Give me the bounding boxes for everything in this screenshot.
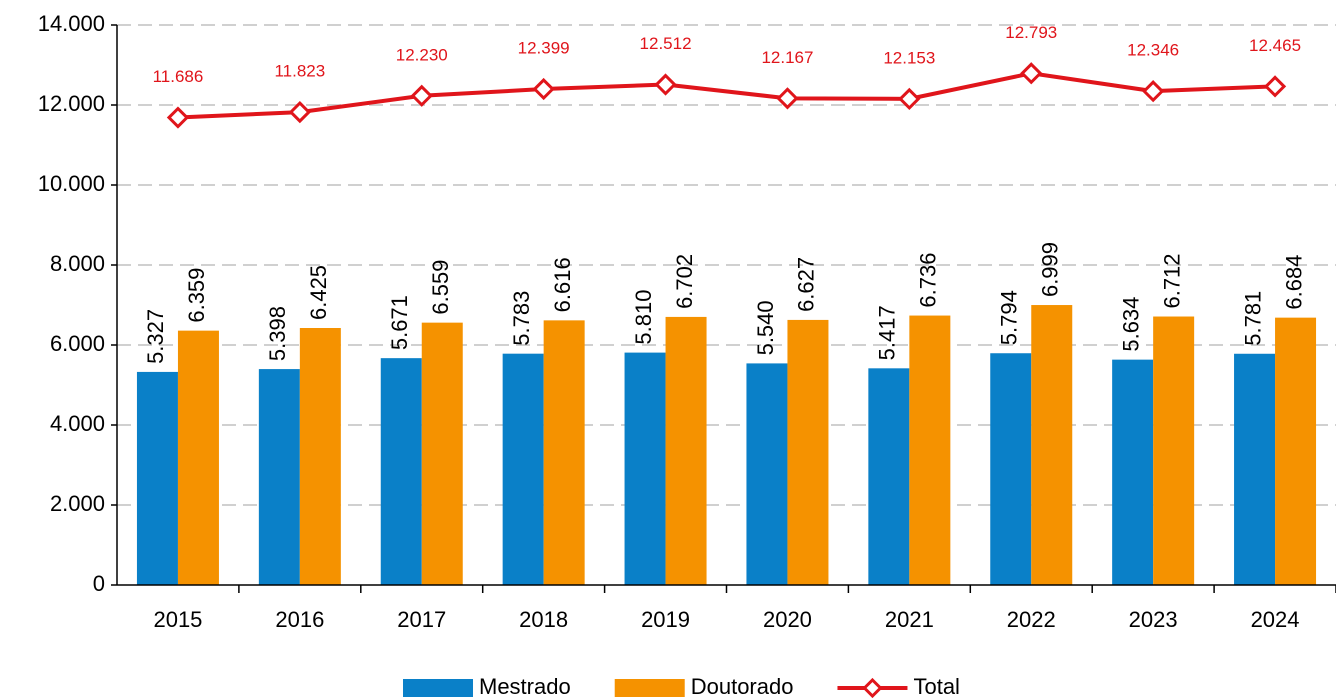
line-marker bbox=[898, 87, 921, 111]
bar bbox=[543, 320, 585, 585]
line-marker bbox=[532, 77, 555, 101]
bar bbox=[787, 319, 829, 585]
bar bbox=[990, 353, 1032, 585]
bar-value-label: 5.634 bbox=[1118, 297, 1143, 352]
line-value-label: 11.823 bbox=[274, 62, 325, 81]
y-tick-label: 2.000 bbox=[50, 491, 105, 516]
x-tick-label: 2023 bbox=[1129, 607, 1178, 632]
x-tick-label: 2016 bbox=[275, 607, 324, 632]
line-value-label: 12.512 bbox=[640, 34, 692, 53]
bar-value-label: 5.794 bbox=[997, 290, 1022, 345]
line-value-label: 12.399 bbox=[518, 39, 570, 58]
line-marker bbox=[1020, 62, 1043, 85]
line-value-label: 12.465 bbox=[1249, 36, 1301, 55]
bar bbox=[136, 371, 178, 585]
x-tick-label: 2024 bbox=[1251, 607, 1300, 632]
x-tick-label: 2018 bbox=[519, 607, 568, 632]
bar bbox=[177, 330, 219, 585]
legend-marker bbox=[862, 677, 883, 699]
line-value-label: 12.230 bbox=[396, 45, 448, 64]
legend-label: Total bbox=[913, 674, 959, 699]
bar-value-label: 5.327 bbox=[143, 309, 168, 364]
x-tick-label: 2019 bbox=[641, 607, 690, 632]
bar-value-label: 5.810 bbox=[631, 290, 656, 345]
bar-value-label: 6.999 bbox=[1038, 242, 1063, 297]
y-tick-label: 4.000 bbox=[50, 411, 105, 436]
line-marker bbox=[1142, 80, 1165, 103]
bar-value-label: 5.398 bbox=[265, 306, 290, 361]
bar bbox=[665, 316, 707, 585]
bar bbox=[624, 352, 666, 585]
bar bbox=[746, 363, 788, 585]
line-marker bbox=[654, 73, 677, 96]
x-tick-label: 2021 bbox=[885, 607, 934, 632]
x-tick-label: 2015 bbox=[153, 607, 202, 632]
bar bbox=[502, 353, 544, 585]
legend-label: Doutorado bbox=[691, 674, 794, 699]
bar-value-label: 5.783 bbox=[509, 291, 534, 346]
bar-value-label: 5.671 bbox=[387, 295, 412, 350]
bar bbox=[909, 315, 951, 585]
y-tick-label: 14.000 bbox=[38, 11, 105, 36]
line-value-label: 12.346 bbox=[1127, 41, 1179, 60]
bar bbox=[258, 369, 300, 585]
line-value-label: 12.153 bbox=[883, 48, 935, 67]
line-marker bbox=[288, 100, 311, 124]
legend-swatch bbox=[403, 679, 473, 697]
bar-value-label: 6.736 bbox=[916, 252, 941, 307]
bar-value-label: 6.712 bbox=[1159, 253, 1184, 308]
bar-value-label: 6.559 bbox=[428, 260, 453, 315]
x-tick-label: 2022 bbox=[1007, 607, 1056, 632]
y-tick-label: 0 bbox=[93, 571, 105, 596]
bar-value-label: 6.702 bbox=[672, 254, 697, 309]
bar bbox=[1031, 305, 1073, 585]
line-marker bbox=[166, 106, 190, 129]
bar bbox=[380, 358, 422, 585]
bar bbox=[421, 322, 463, 585]
bar-value-label: 5.781 bbox=[1240, 291, 1265, 346]
bar-value-label: 6.684 bbox=[1281, 255, 1306, 310]
bar-value-label: 6.359 bbox=[184, 268, 209, 323]
bar-value-label: 6.425 bbox=[306, 265, 331, 320]
legend-label: Mestrado bbox=[479, 674, 571, 699]
line-marker bbox=[410, 84, 433, 107]
bar-value-label: 6.616 bbox=[550, 257, 575, 312]
y-tick-label: 10.000 bbox=[38, 171, 105, 196]
x-tick-label: 2017 bbox=[397, 607, 446, 632]
x-tick-label: 2020 bbox=[763, 607, 812, 632]
bar-value-label: 5.540 bbox=[753, 300, 778, 355]
y-tick-label: 6.000 bbox=[50, 331, 105, 356]
line-marker bbox=[1263, 75, 1287, 98]
bar-value-label: 6.627 bbox=[794, 257, 819, 312]
bar-value-label: 5.417 bbox=[875, 305, 900, 360]
line-value-label: 11.686 bbox=[153, 67, 204, 86]
y-tick-label: 12.000 bbox=[38, 91, 105, 116]
line bbox=[177, 71, 1276, 120]
legend-swatch bbox=[614, 679, 685, 697]
bar bbox=[868, 368, 910, 585]
line-value-label: 12.793 bbox=[1005, 23, 1057, 42]
y-tick-label: 8.000 bbox=[50, 251, 105, 276]
line-marker bbox=[776, 87, 799, 110]
bar bbox=[1275, 317, 1317, 585]
bar bbox=[299, 328, 341, 585]
bar bbox=[1234, 353, 1276, 585]
bar bbox=[1153, 316, 1195, 585]
bar bbox=[1112, 359, 1154, 585]
line-value-label: 12.167 bbox=[761, 48, 813, 67]
